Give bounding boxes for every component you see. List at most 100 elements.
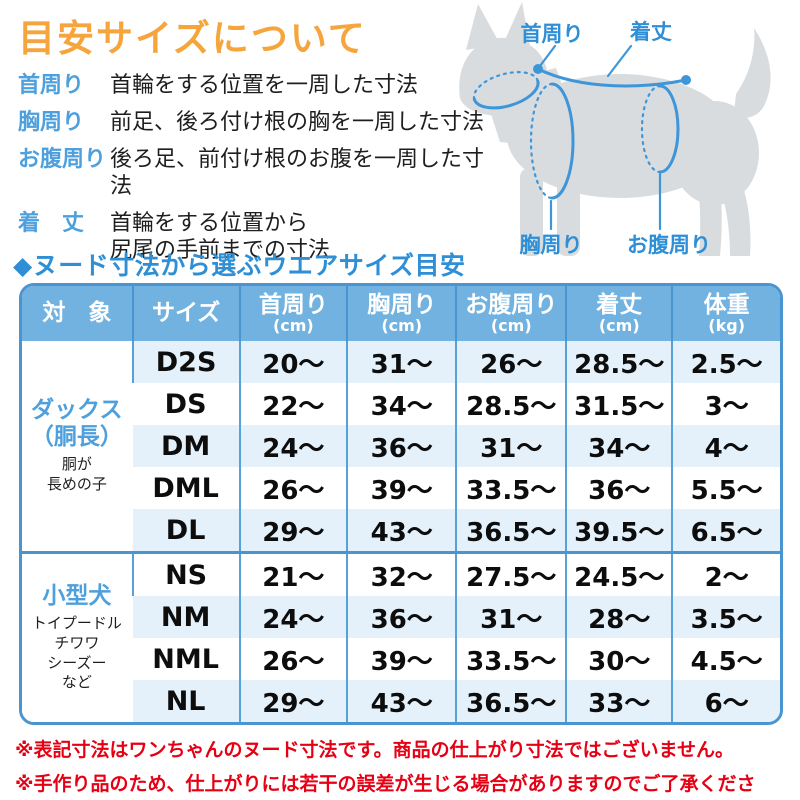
table-row-ns: 小型犬 トイプードル チワワ シーズー など NS 21～ 32～ 27.5～ … xyxy=(22,551,780,722)
weight-value: 2.5～ xyxy=(671,341,780,383)
length-value: 24.5～ xyxy=(565,551,673,596)
table-row-dm: DM 24～ 36～ 31～ 34～ 4～ xyxy=(22,425,780,467)
size-code: DL xyxy=(132,509,240,553)
definition-desc: 首輪をする位置を一周した寸法 xyxy=(110,73,419,98)
dog-silhouette xyxy=(459,2,771,256)
group-cell-dachshund: ダックス （胴長） 胴が 長めの子 xyxy=(22,341,133,553)
definition-term: お腹周り xyxy=(18,147,107,173)
table-row-nml: NML 26～ 39～ 33.5～ 30～ 4.5～ xyxy=(22,638,780,680)
weight-value: 5.5～ xyxy=(671,467,780,509)
table-row-ds: DS 22～ 34～ 28.5～ 31.5～ 3～ xyxy=(22,383,780,425)
footer-notes: ※表記寸法はワンちゃんのヌード寸法です。商品の仕上がり寸法ではございません。 ※… xyxy=(15,735,790,800)
definition-desc: 首輪をする位置から 尻尾の手前までの寸法 xyxy=(110,210,330,264)
note-handmade: ※手作り品のため、仕上がりには若干の誤差が生じる場合がありますのでご了承ください… xyxy=(15,773,756,795)
size-code: NL xyxy=(132,680,240,722)
neck-value: 26～ xyxy=(238,638,348,680)
size-table: 対 象 サイズ 首周り (cm) 胸周り (cm) お腹周り (cm) 着丈 (cm) … xyxy=(19,283,783,725)
col-header-neck: 首周り (cm) xyxy=(238,286,348,341)
col-header-length: 着丈 (cm) xyxy=(565,286,673,341)
length-value: 31.5～ xyxy=(565,383,673,425)
chest-value: 36～ xyxy=(346,596,457,638)
size-code: DM xyxy=(132,425,240,467)
dog-measurement-diagram: 首周り 着丈 胸周り お腹周り xyxy=(459,2,771,257)
belly-value: 27.5～ xyxy=(455,551,567,596)
definition-term: 着 丈 xyxy=(18,211,85,237)
table-row-dl: DL 29～ 43～ 36.5～ 39.5～ 6.5～ xyxy=(22,509,780,553)
weight-value: 4～ xyxy=(671,425,780,467)
measurement-lines xyxy=(472,44,688,231)
table-body: ダックス （胴長） 胴が 長めの子 D2S 20～ 31～ 26～ 28.5～ … xyxy=(22,341,780,722)
diagram-label-neck: 首周り xyxy=(521,22,584,46)
measurement-endpoints xyxy=(533,64,691,85)
belly-value: 36.5～ xyxy=(455,509,567,553)
chest-value: 34～ xyxy=(346,383,457,425)
neck-value: 24～ xyxy=(238,425,348,467)
definition-term: 首周り xyxy=(18,73,85,98)
definition-desc-line1: 首輪をする位置から xyxy=(110,211,309,237)
definition-belly: お腹周り 後ろ足、前付け根のお腹を一周した寸法 xyxy=(18,146,488,200)
length-value: 36～ xyxy=(565,467,673,509)
neck-value: 24～ xyxy=(238,596,348,638)
measurement-definitions: 首周り 首輪をする位置を一周した寸法 胸周り 前足、後ろ付け根の胸を一周した寸法… xyxy=(18,72,488,274)
neck-value: 29～ xyxy=(238,509,348,553)
belly-value: 31～ xyxy=(455,425,567,467)
belly-value: 36.5～ xyxy=(455,680,567,722)
chest-value: 39～ xyxy=(346,467,457,509)
belly-value: 33.5～ xyxy=(455,467,567,509)
neck-value: 21～ xyxy=(238,551,348,596)
belly-value: 31～ xyxy=(455,596,567,638)
group-cell-small-dog: 小型犬 トイプードル チワワ シーズー など xyxy=(22,551,133,722)
table-row-nm: NM 24～ 36～ 31～ 28～ 3.5～ xyxy=(22,596,780,638)
weight-value: 6～ xyxy=(671,680,780,722)
table-row-dml: DML 26～ 39～ 33.5～ 36～ 5.5～ xyxy=(22,467,780,509)
size-code: D2S xyxy=(131,341,240,383)
size-code: NM xyxy=(132,596,240,638)
length-value: 34～ xyxy=(565,425,673,467)
size-code: DML xyxy=(132,467,240,509)
neck-value: 29～ xyxy=(238,680,348,722)
neck-value: 20～ xyxy=(238,341,348,383)
chest-value: 36～ xyxy=(346,425,457,467)
diagram-labels: 首周り 着丈 胸周り お腹周り xyxy=(520,20,712,257)
col-header-target: 対 象 xyxy=(22,286,133,341)
weight-value: 6.5～ xyxy=(671,509,780,553)
length-value: 33～ xyxy=(565,680,673,722)
diagram-label-belly: お腹周り xyxy=(627,233,711,257)
neck-value: 22～ xyxy=(238,383,348,425)
chest-value: 43～ xyxy=(346,680,457,722)
diagram-label-chest: 胸周り xyxy=(520,233,583,257)
belly-value: 33.5～ xyxy=(455,638,567,680)
definition-term: 胸周り xyxy=(18,110,85,136)
chest-value: 39～ xyxy=(346,638,457,680)
size-code: NML xyxy=(132,638,240,680)
size-code: DS xyxy=(132,383,240,425)
definition-length: 着 丈 首輪をする位置から 尻尾の手前までの寸法 xyxy=(18,210,488,264)
length-value: 28～ xyxy=(565,596,673,638)
belly-value: 28.5～ xyxy=(455,383,567,425)
col-header-weight: 体重 (kg) xyxy=(671,286,780,341)
section-title: ◆ヌード寸法から選ぶウエアサイズ目安 xyxy=(13,251,466,280)
belly-value: 26～ xyxy=(455,341,567,383)
definition-neck: 首周り 首輪をする位置を一周した寸法 xyxy=(18,72,488,99)
diagram-label-length: 着丈 xyxy=(629,20,672,44)
neck-value: 26～ xyxy=(238,467,348,509)
page-title: 目安サイズについて xyxy=(18,17,367,60)
table-row-nl: NL 29～ 43～ 36.5～ 33～ 6～ xyxy=(22,680,780,722)
col-header-size: サイズ xyxy=(131,286,240,341)
size-code: NS xyxy=(131,551,240,596)
table-header: 対 象 サイズ 首周り (cm) 胸周り (cm) お腹周り (cm) 着丈 (cm) … xyxy=(22,286,780,341)
length-value: 28.5～ xyxy=(565,341,673,383)
weight-value: 2～ xyxy=(671,551,780,596)
col-header-chest: 胸周り (cm) xyxy=(346,286,457,341)
note-nude-size: ※表記寸法はワンちゃんのヌード寸法です。商品の仕上がり寸法ではございません。 xyxy=(15,739,735,761)
length-value: 39.5～ xyxy=(565,509,673,553)
length-value: 30～ xyxy=(565,638,673,680)
size-table-grid: 対 象 サイズ 首周り (cm) 胸周り (cm) お腹周り (cm) 着丈 (cm) … xyxy=(22,286,780,722)
weight-value: 4.5～ xyxy=(671,638,780,680)
weight-value: 3～ xyxy=(671,383,780,425)
definition-desc: 前足、後ろ付け根の胸を一周した寸法 xyxy=(110,110,485,136)
definition-chest: 胸周り 前足、後ろ付け根の胸を一周した寸法 xyxy=(18,109,488,136)
col-header-belly: お腹周り (cm) xyxy=(455,286,567,341)
definition-desc-line2: 尻尾の手前までの寸法 xyxy=(110,238,331,264)
